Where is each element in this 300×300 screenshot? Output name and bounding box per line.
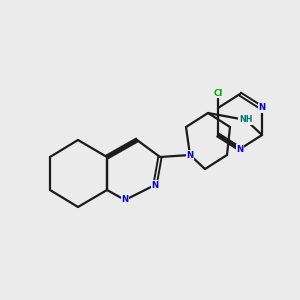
- Text: N: N: [236, 145, 244, 154]
- Text: Cl: Cl: [213, 88, 223, 98]
- Text: N: N: [186, 151, 194, 160]
- Text: N: N: [122, 196, 129, 205]
- Text: NH: NH: [239, 116, 253, 124]
- Text: N: N: [258, 103, 266, 112]
- Text: N: N: [152, 181, 159, 190]
